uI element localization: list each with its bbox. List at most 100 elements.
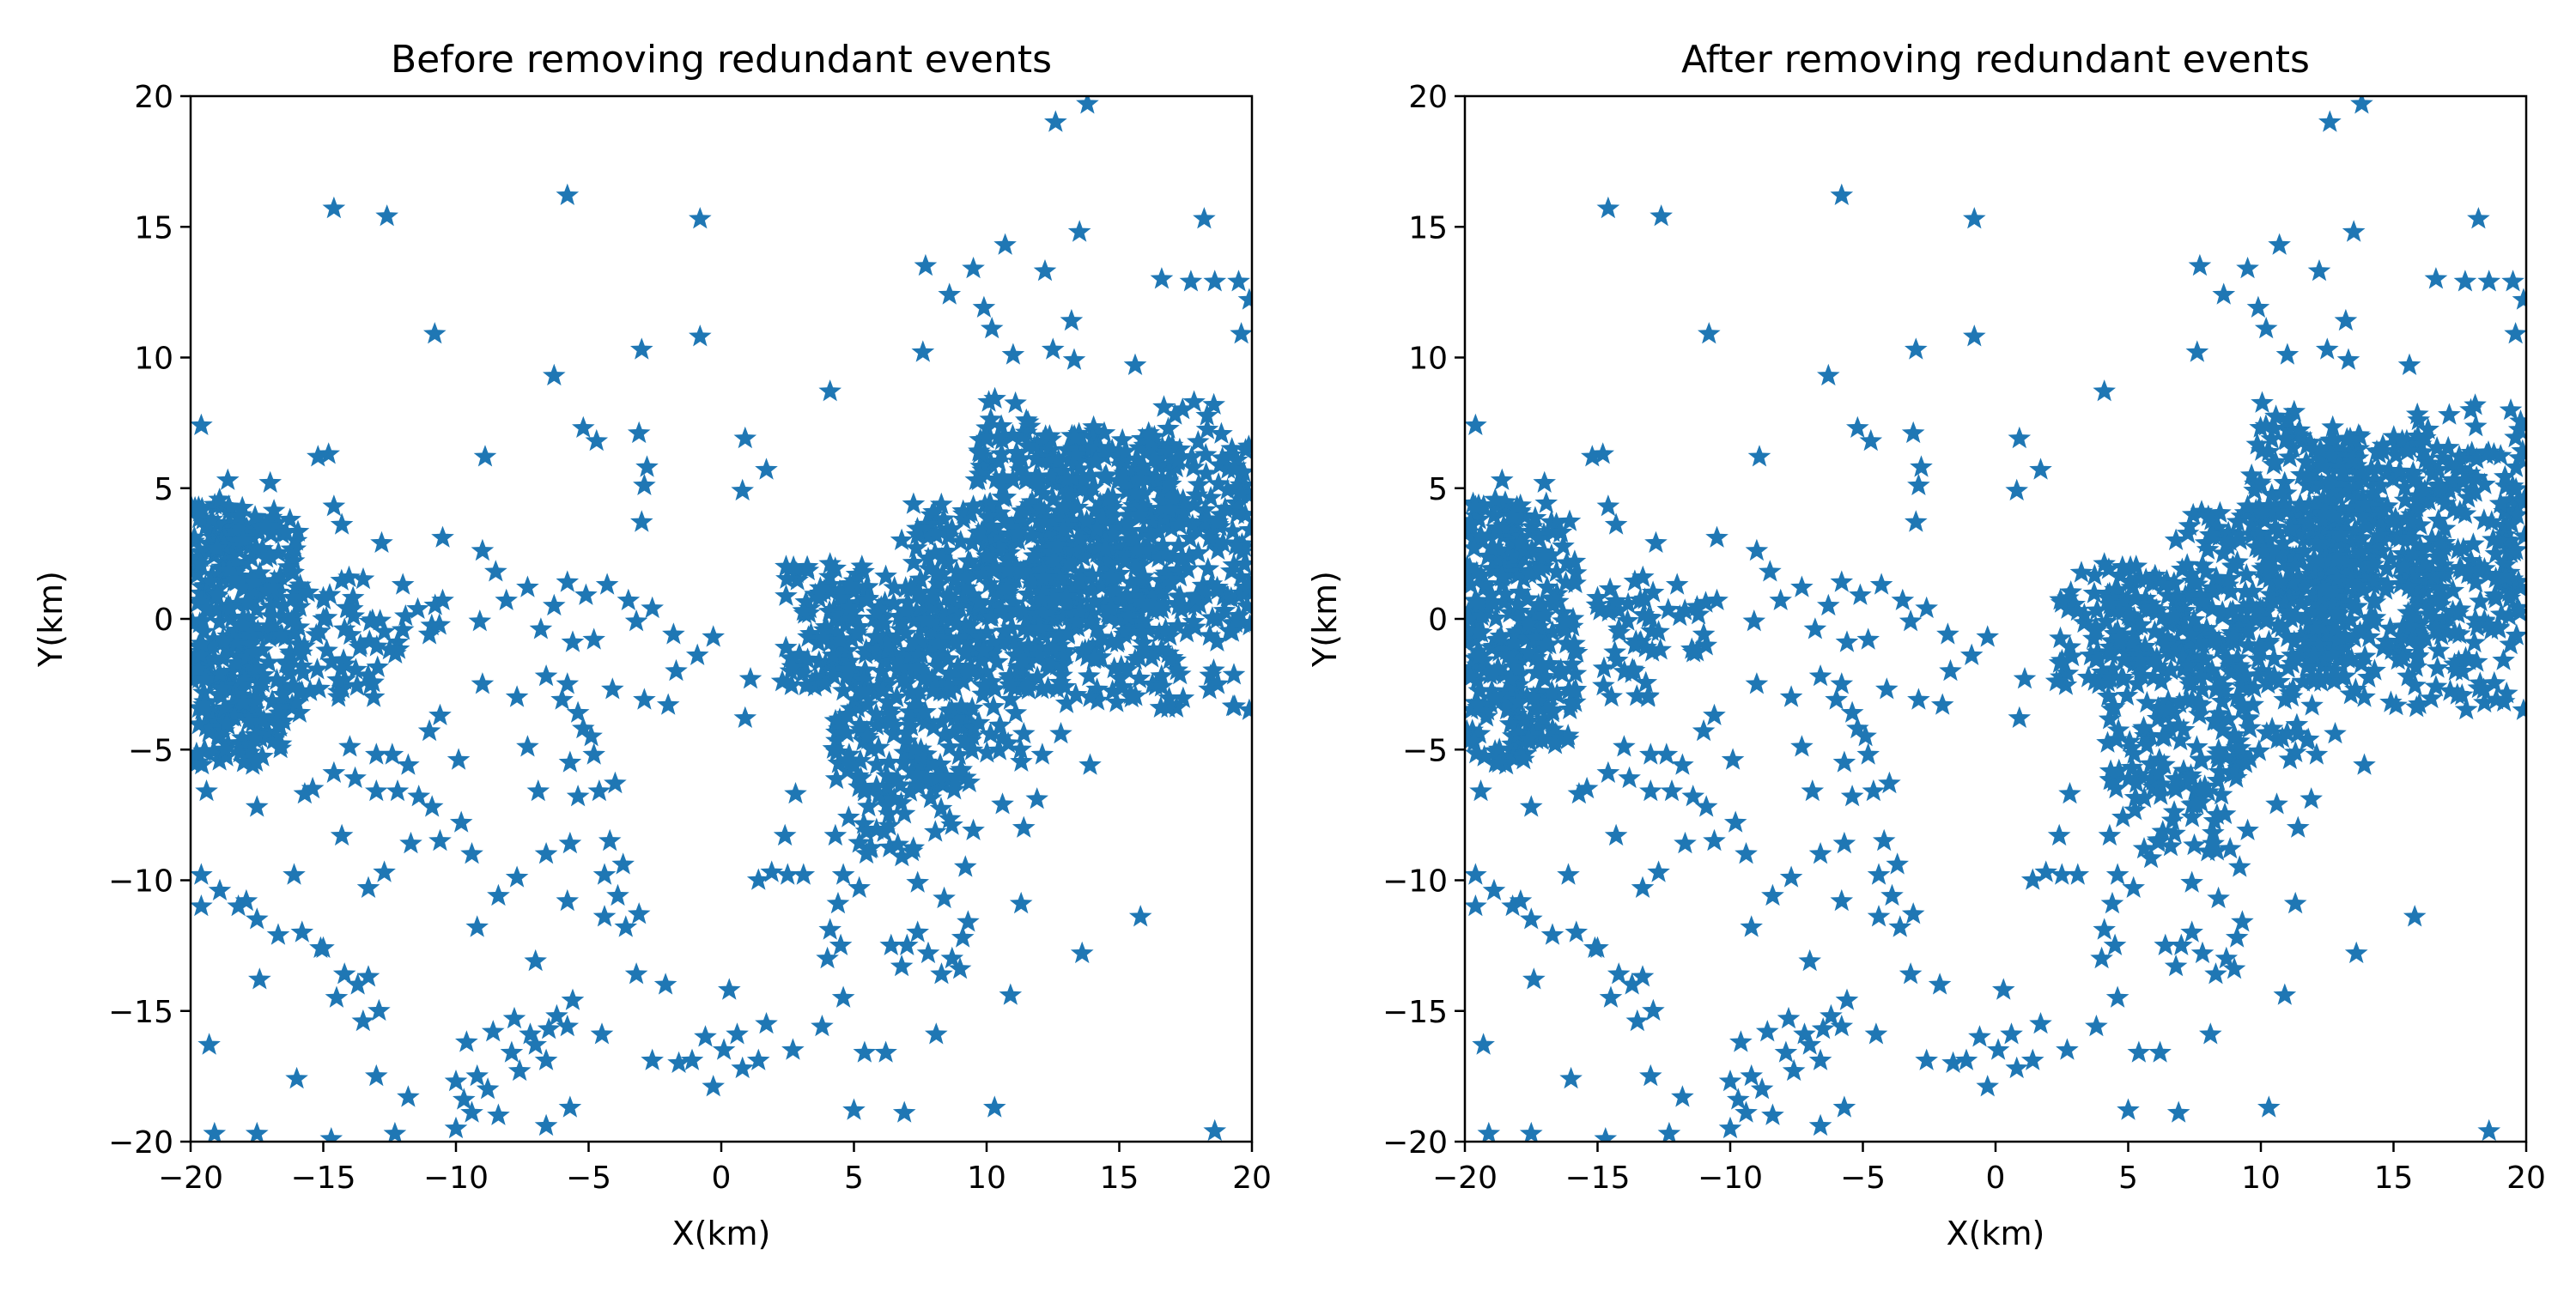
data-point xyxy=(2133,634,2157,657)
data-point xyxy=(1049,527,1073,549)
data-point xyxy=(208,609,231,632)
data-point xyxy=(702,625,725,647)
data-point xyxy=(2163,821,2186,844)
data-point xyxy=(526,779,550,802)
data-point xyxy=(969,454,993,477)
data-point xyxy=(205,583,229,605)
data-point xyxy=(1528,615,1551,637)
data-point xyxy=(829,933,853,955)
data-point xyxy=(1835,630,1859,652)
data-point xyxy=(2099,759,2123,781)
data-point xyxy=(2257,567,2281,589)
data-point xyxy=(2123,785,2148,808)
data-point xyxy=(1540,923,1564,945)
data-point xyxy=(1686,595,1709,617)
data-point xyxy=(1070,476,1094,499)
data-point xyxy=(902,836,926,858)
data-point xyxy=(1049,567,1073,589)
data-point xyxy=(1480,679,1504,701)
data-point xyxy=(1115,583,1139,605)
data-point xyxy=(1867,863,1891,885)
data-point xyxy=(2330,460,2354,482)
data-point xyxy=(556,183,580,205)
data-point xyxy=(2136,690,2159,713)
data-point xyxy=(689,324,712,347)
data-point xyxy=(907,775,931,797)
data-point xyxy=(1482,503,1506,526)
data-point xyxy=(1155,561,1178,584)
data-point xyxy=(1009,560,1033,582)
data-point xyxy=(962,257,985,279)
data-point xyxy=(1056,514,1079,536)
data-point xyxy=(2205,803,2229,825)
data-point xyxy=(1003,629,1027,652)
data-point xyxy=(2239,747,2262,769)
data-point xyxy=(2099,592,2122,615)
data-point xyxy=(973,673,996,695)
data-point xyxy=(1477,1121,1501,1142)
data-point xyxy=(1035,651,1059,673)
data-point xyxy=(2312,488,2335,510)
data-point xyxy=(2340,647,2363,670)
y-tick-label: 15 xyxy=(134,210,173,245)
data-point xyxy=(2262,646,2286,669)
data-point xyxy=(1509,888,1533,912)
data-point xyxy=(264,724,289,747)
data-point xyxy=(770,670,794,692)
y-tick-label: −5 xyxy=(128,733,173,768)
data-point xyxy=(1070,561,1094,583)
data-point xyxy=(242,640,266,663)
data-point xyxy=(2409,611,2433,634)
data-point xyxy=(2247,633,2271,656)
data-point xyxy=(2448,500,2472,522)
data-point xyxy=(2500,567,2524,590)
data-point xyxy=(1473,648,1497,670)
data-point xyxy=(1057,550,1080,573)
data-point xyxy=(2312,578,2336,600)
data-point xyxy=(1026,539,1049,561)
data-point xyxy=(1026,470,1050,492)
data-point xyxy=(191,413,213,435)
data-point xyxy=(245,688,269,710)
data-point xyxy=(264,516,288,538)
data-point xyxy=(1036,584,1060,606)
data-point xyxy=(265,668,289,690)
data-point xyxy=(999,515,1024,537)
data-point xyxy=(2406,644,2430,666)
data-point xyxy=(2056,661,2080,684)
data-point xyxy=(1123,482,1147,504)
x-tick-label: 15 xyxy=(1100,1161,1139,1196)
data-point xyxy=(1703,828,1726,852)
data-point xyxy=(2100,586,2124,609)
data-point xyxy=(1123,647,1147,670)
data-point xyxy=(1130,591,1154,613)
data-point xyxy=(271,593,295,615)
data-point xyxy=(1182,390,1206,412)
data-point xyxy=(2199,523,2222,545)
data-point xyxy=(2171,645,2195,668)
data-point xyxy=(2257,528,2281,551)
data-point xyxy=(1078,664,1101,687)
data-point xyxy=(233,613,256,635)
data-point xyxy=(1051,652,1074,676)
data-point xyxy=(556,888,580,912)
data-point xyxy=(1649,638,1672,660)
x-tick-label: −15 xyxy=(291,1161,356,1196)
data-point xyxy=(2167,595,2191,617)
data-point xyxy=(2291,670,2315,692)
data-point xyxy=(962,494,985,517)
data-point xyxy=(1694,591,1717,613)
data-point xyxy=(232,528,255,550)
data-point xyxy=(1012,815,1036,838)
data-point xyxy=(617,588,641,610)
data-point xyxy=(2246,295,2270,318)
data-point xyxy=(1639,779,1662,802)
data-point xyxy=(1085,688,1109,711)
data-point xyxy=(1616,609,1639,631)
data-point xyxy=(627,902,651,924)
data-point xyxy=(2164,777,2188,800)
data-point xyxy=(962,583,985,605)
data-point xyxy=(1793,1022,1816,1045)
data-point xyxy=(2108,626,2131,648)
data-point xyxy=(1020,524,1043,546)
